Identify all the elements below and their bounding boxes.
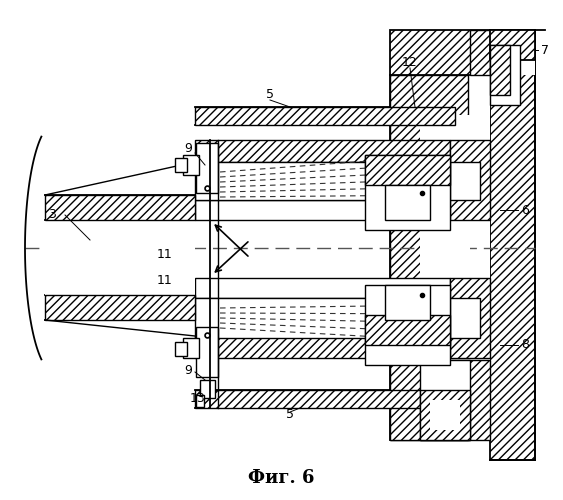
Bar — [45, 220, 195, 295]
Bar — [365, 285, 450, 365]
Text: 9: 9 — [184, 142, 192, 154]
Bar — [420, 115, 470, 390]
Bar — [420, 390, 470, 440]
Bar — [430, 400, 460, 430]
Bar — [195, 390, 455, 408]
Bar — [450, 162, 480, 200]
Bar — [195, 107, 455, 125]
Bar — [365, 155, 450, 185]
Bar — [450, 278, 490, 358]
Bar — [196, 395, 204, 407]
Bar — [390, 75, 490, 440]
Bar — [390, 360, 490, 440]
Bar — [470, 30, 490, 75]
Bar — [175, 158, 187, 172]
Bar — [450, 298, 480, 338]
Bar — [196, 327, 218, 377]
Text: 3: 3 — [48, 208, 56, 222]
Bar — [183, 338, 199, 358]
Bar — [450, 140, 490, 220]
Text: Фиг. 6: Фиг. 6 — [248, 469, 315, 487]
Bar — [195, 200, 450, 220]
Bar — [385, 285, 430, 320]
Bar — [365, 155, 450, 230]
Bar — [490, 45, 520, 105]
Bar — [45, 195, 195, 220]
Bar — [195, 278, 450, 298]
Bar — [200, 380, 215, 398]
Bar — [175, 342, 187, 356]
Bar — [195, 298, 450, 338]
Bar — [490, 45, 510, 95]
Bar — [196, 143, 218, 193]
Bar — [365, 315, 450, 345]
Text: 5: 5 — [266, 88, 274, 102]
Bar — [385, 185, 430, 220]
Bar — [470, 30, 535, 75]
Text: 9: 9 — [184, 364, 192, 376]
Bar — [490, 30, 535, 60]
Text: 11: 11 — [157, 248, 173, 262]
Text: 8: 8 — [521, 338, 529, 351]
Bar — [45, 295, 195, 320]
Bar — [195, 162, 450, 200]
Bar — [490, 30, 535, 460]
Text: 12: 12 — [402, 56, 418, 68]
Bar — [183, 155, 199, 175]
Bar — [390, 75, 468, 440]
Text: 13: 13 — [190, 392, 206, 404]
Bar — [195, 336, 450, 358]
Text: 11: 11 — [157, 274, 173, 286]
Bar — [195, 140, 450, 162]
Bar — [420, 360, 470, 440]
Bar — [390, 30, 490, 75]
Bar — [390, 75, 500, 440]
Text: 5: 5 — [286, 408, 294, 422]
Text: 7: 7 — [541, 44, 549, 57]
Text: 6: 6 — [521, 204, 529, 216]
